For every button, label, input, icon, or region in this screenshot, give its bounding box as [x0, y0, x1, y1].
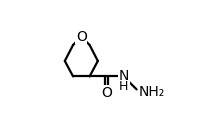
- Text: N: N: [119, 69, 129, 83]
- Text: NH₂: NH₂: [139, 85, 165, 99]
- Text: O: O: [101, 86, 112, 100]
- Text: O: O: [76, 30, 87, 44]
- Text: H: H: [119, 80, 128, 93]
